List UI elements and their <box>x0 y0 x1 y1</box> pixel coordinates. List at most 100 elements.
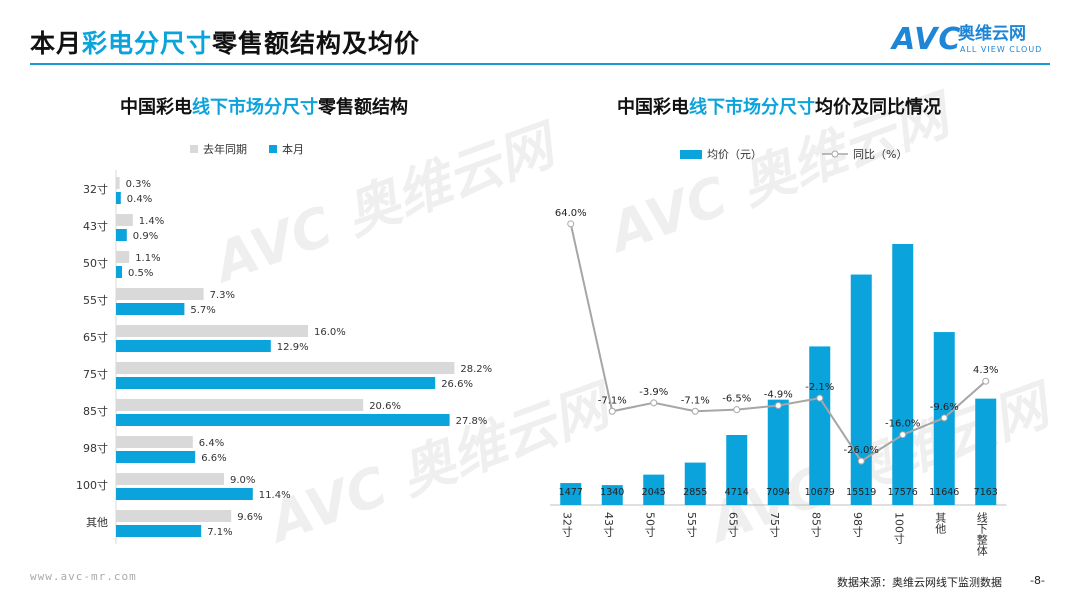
category-label: 100寸 <box>892 512 905 544</box>
avc-logo: AVC 奥维云网 ALL VIEW CLOUD <box>892 24 1062 56</box>
yoy-value-label: 4.3% <box>973 365 998 376</box>
bar-this-month <box>116 303 185 315</box>
legend-label-yoy: 同比（%） <box>853 148 908 161</box>
bar-avg-price <box>726 434 748 505</box>
category-label: 55寸 <box>83 293 108 307</box>
legend-swatch-last-year <box>190 145 198 153</box>
yoy-value-label: -6.5% <box>722 394 751 405</box>
bar-value-label: 2045 <box>642 487 666 498</box>
bar-avg-price <box>892 243 914 505</box>
logo-cn-name: 奥维云网 <box>958 24 1026 44</box>
bar-avg-price <box>560 483 582 505</box>
data-label: 5.7% <box>190 305 215 316</box>
category-label: 75寸 <box>768 512 781 537</box>
legend-label-last-year: 去年同期 <box>203 143 247 156</box>
bar-this-month <box>116 229 127 241</box>
yoy-point <box>940 414 948 422</box>
right-chart-legend: 均价（元） 同比（%） <box>680 146 907 162</box>
bar-value-label: 17576 <box>888 487 918 498</box>
yoy-value-label: -3.9% <box>639 387 668 398</box>
yoy-value-label: -4.9% <box>764 389 793 400</box>
yoy-point <box>857 457 865 465</box>
data-label: 1.1% <box>135 253 160 264</box>
bar-value-label: 2855 <box>683 487 707 498</box>
bar-value-label: 4714 <box>725 487 749 498</box>
yoy-point <box>982 377 990 385</box>
bar-last-year <box>116 288 204 300</box>
data-label: 1.4% <box>139 216 164 227</box>
yoy-value-label: -26.0% <box>844 445 879 456</box>
bar-last-year <box>116 473 224 485</box>
bar-avg-price <box>850 274 872 505</box>
data-label: 0.3% <box>126 179 151 190</box>
page-title-suffix: 零售额结构及均价 <box>212 29 421 58</box>
yoy-point <box>774 401 782 409</box>
bar-avg-price <box>684 462 706 505</box>
data-label: 7.3% <box>210 290 235 301</box>
yoy-point <box>691 407 699 415</box>
bar-this-month <box>116 451 196 463</box>
legend-swatch-this-month <box>269 145 277 153</box>
bar-avg-price <box>809 346 831 505</box>
category-label: 98寸 <box>851 512 864 537</box>
category-label: 65寸 <box>726 512 739 537</box>
bar-this-month <box>116 377 436 389</box>
category-label: 85寸 <box>83 404 108 418</box>
left-chart-title-suffix: 零售额结构 <box>318 97 408 118</box>
logo-en-name: ALL VIEW CLOUD <box>960 45 1043 54</box>
category-label: 32寸 <box>560 512 573 537</box>
data-label: 0.9% <box>133 231 158 242</box>
data-label: 9.0% <box>230 475 255 486</box>
footer-website: www.avc-mr.com <box>30 570 137 583</box>
bar-last-year <box>116 214 133 226</box>
data-label: 12.9% <box>277 342 309 353</box>
right-chart-title-highlight: 线下市场分尺寸 <box>689 97 815 118</box>
legend-swatch-avg-price <box>680 149 702 159</box>
right-chart-title-suffix: 均价及同比情况 <box>815 97 941 118</box>
left-bar-chart: 32寸 0.3% 0.4% 43寸 1.4% 0.9% 50寸 1.1% 0.5% 55寸 7.3%… <box>76 170 492 544</box>
data-label: 7.1% <box>207 527 232 538</box>
category-label: 其他 <box>934 512 947 534</box>
bar-avg-price <box>767 399 789 505</box>
yoy-value-label: -7.1% <box>681 395 710 406</box>
yoy-value-label: 64.0% <box>555 208 587 219</box>
left-chart-title: 中国彩电线下市场分尺寸零售额结构 <box>120 93 408 119</box>
category-label: 43寸 <box>602 512 615 537</box>
category-label: 100寸 <box>76 478 108 492</box>
left-chart-legend: 去年同期 本月 <box>190 141 304 157</box>
bar-last-year <box>116 251 130 263</box>
bar-avg-price <box>643 474 665 505</box>
category-label: 55寸 <box>685 512 698 537</box>
bar-this-month <box>116 414 450 426</box>
data-label: 6.4% <box>199 438 224 449</box>
category-label: 其他 <box>86 516 108 529</box>
bar-value-label: 1477 <box>559 487 583 498</box>
bar-value-label: 10679 <box>805 487 835 498</box>
yoy-point <box>608 407 616 415</box>
data-label: 6.6% <box>201 453 226 464</box>
legend-swatch-yoy <box>822 150 848 158</box>
category-label: 线下整体 <box>975 511 988 556</box>
category-label: 65寸 <box>83 330 108 344</box>
page-number: -8- <box>1030 574 1045 587</box>
right-chart-title: 中国彩电线下市场分尺寸均价及同比情况 <box>617 93 941 119</box>
bar-last-year <box>116 325 308 337</box>
yoy-point <box>567 220 575 228</box>
bar-value-label: 15519 <box>846 487 876 498</box>
right-combo-chart: 1477 32寸 1340 43寸 2045 50寸 2855 55寸 4714 65寸 7094 7… <box>550 208 1007 556</box>
page-title-prefix: 本月 <box>30 29 83 58</box>
bar-this-month <box>116 340 271 352</box>
left-chart-title-prefix: 中国彩电 <box>120 97 192 118</box>
left-chart-title-highlight: 线下市场分尺寸 <box>192 97 318 118</box>
bar-last-year <box>116 362 455 374</box>
yoy-point <box>816 394 824 402</box>
legend-label-avg-price: 均价（元） <box>707 148 762 161</box>
bar-value-label: 1340 <box>600 487 624 498</box>
data-label: 28.2% <box>460 364 492 375</box>
yoy-point <box>733 406 741 414</box>
footer-source: 数据来源：奥维云网线下监测数据 <box>837 576 1002 589</box>
category-label: 50寸 <box>83 256 108 270</box>
header-divider <box>30 63 1050 65</box>
bar-last-year <box>116 510 232 522</box>
page-title: 本月彩电分尺寸零售额结构及均价 <box>30 24 420 60</box>
